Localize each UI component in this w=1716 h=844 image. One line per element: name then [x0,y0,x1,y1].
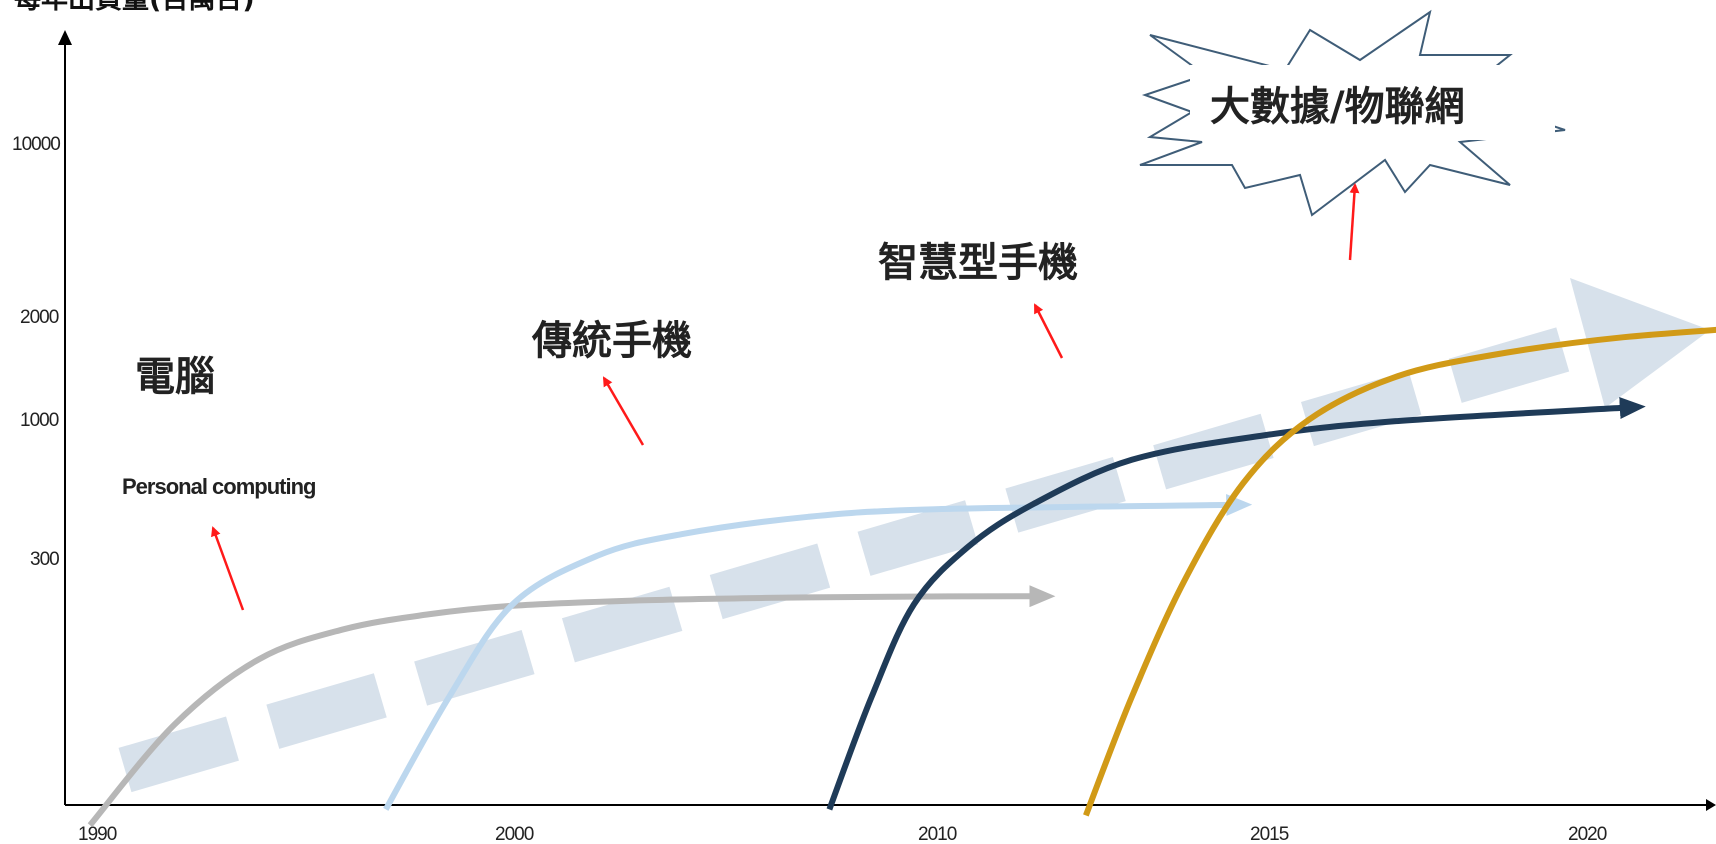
x-axis-arrowhead [1706,799,1716,811]
pointer-feature-phone [602,376,645,446]
y-tick-label: 10000 [12,134,60,155]
trend-arrow-head [1570,278,1710,408]
series-line [383,493,1253,811]
iot-starburst [1139,9,1566,217]
y-tick-label: 2000 [20,307,59,328]
annotation-iot: 大數據/物聯網 [1210,84,1465,130]
annotation-pc-subtext: Personal computing [122,474,315,499]
series-layer [87,326,1716,828]
trend-arrow-dashes [118,319,1595,793]
starburst-label-bg [1190,65,1555,140]
x-tick-label: 2020 [1568,824,1607,844]
x-tick-labels: 1990 2000 2010 2015 2020 [78,824,1608,844]
y-axis-arrowhead [58,30,72,45]
pointer-pc [211,526,245,611]
x-tick-label: 2010 [918,824,957,844]
y-tick-label: 1000 [20,410,59,431]
annotation-pc: 電腦 [135,354,215,400]
axes [58,30,1716,811]
series-line [826,397,1646,811]
pointer-iot [1348,183,1360,261]
series-line [1083,326,1716,817]
x-tick-label: 1990 [78,824,117,844]
annotation-smartphone: 智慧型手機 [878,240,1078,286]
trend-arrow [118,278,1710,793]
series-line [87,585,1056,828]
annotation-feature-phone: 傳統手機 [531,318,692,364]
y-tick-label: 300 [30,549,59,570]
annotations: 電腦 Personal computing 傳統手機 智慧型手機 大數據/物聯網 [122,84,1465,499]
y-tick-labels: 10000 2000 1000 300 [12,134,61,570]
pointer-smartphone [1033,303,1064,359]
y-axis-title: 每年出貨量(百萬台) [14,0,255,15]
x-tick-label: 2000 [495,824,534,844]
x-tick-label: 2015 [1250,824,1289,844]
annotation-pointers [211,183,1360,611]
